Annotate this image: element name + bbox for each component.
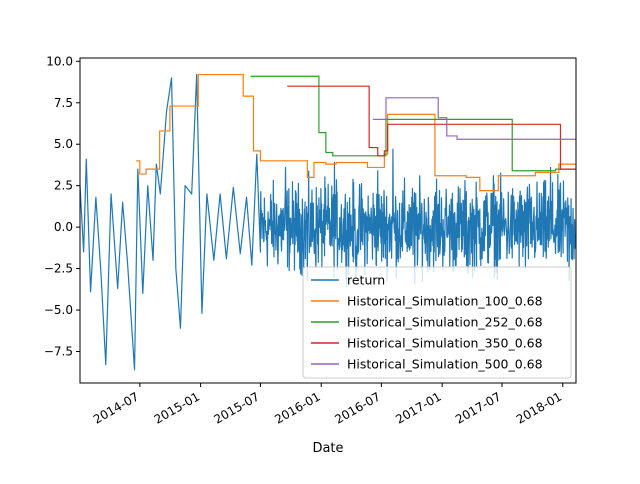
- y-axis: −7.5 −5.0 −2.5 0.0 2.5 5.0 7.5 10.0: [44, 54, 80, 358]
- legend-label: Historical_Simulation_350_0.68: [347, 336, 543, 351]
- y-tick-label: 0.0: [54, 220, 73, 234]
- series-line-1: [136, 73, 576, 192]
- legend-label: Historical_Simulation_100_0.68: [347, 294, 543, 309]
- series-layer: [80, 73, 576, 371]
- y-tick-label: −2.5: [44, 262, 73, 276]
- y-tick-label: −7.5: [44, 344, 73, 358]
- legend: return Historical_Simulation_100_0.68 Hist…: [302, 266, 572, 379]
- legend-label: Historical_Simulation_252_0.68: [347, 315, 543, 330]
- x-axis-label: Date: [312, 441, 343, 456]
- legend-label: return: [347, 273, 385, 288]
- series-line-3: [287, 85, 576, 170]
- y-tick-label: −5.0: [44, 303, 73, 317]
- plot-frame: [79, 57, 577, 384]
- legend-box: [302, 266, 572, 379]
- series-line-return: [80, 73, 576, 371]
- legend-label: Historical_Simulation_500_0.68: [347, 357, 543, 372]
- series-line-2: [250, 75, 576, 172]
- series-line-4: [372, 97, 576, 140]
- y-tick-label: 7.5: [54, 96, 73, 110]
- y-tick-label: 2.5: [54, 179, 73, 193]
- y-tick-label: 5.0: [54, 137, 73, 151]
- y-tick-label: 10.0: [46, 54, 73, 68]
